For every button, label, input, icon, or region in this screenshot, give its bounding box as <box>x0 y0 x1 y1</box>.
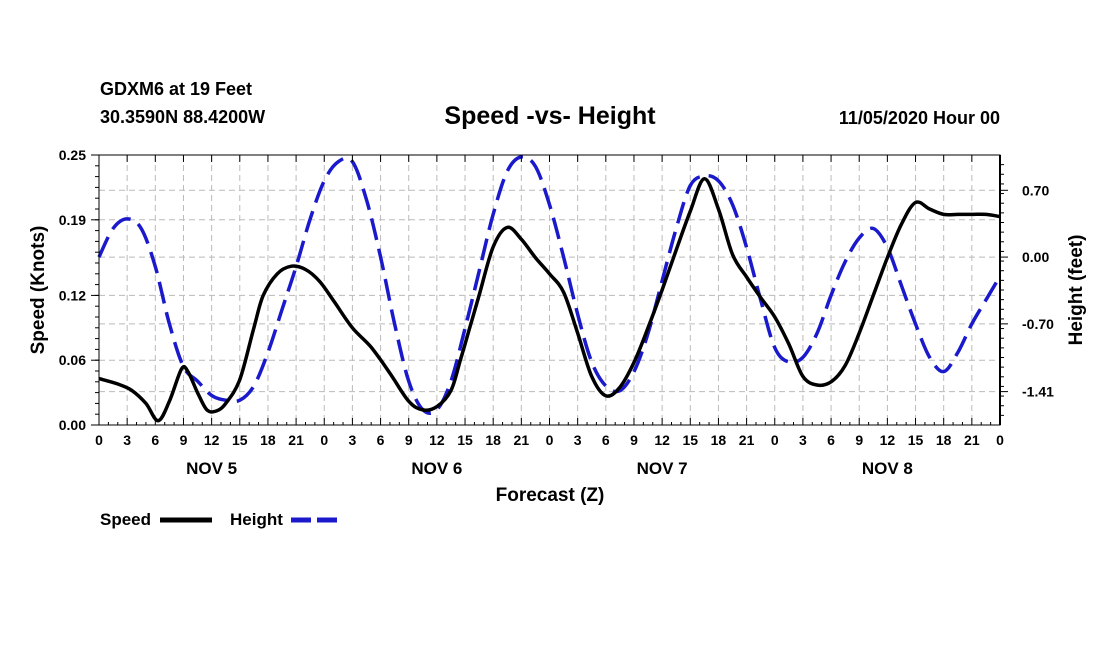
left-y-tick-label: 0.25 <box>59 147 86 163</box>
x-tick-label: 6 <box>602 432 610 448</box>
x-tick-label: 6 <box>377 432 385 448</box>
right-y-tick-label: 0.00 <box>1022 249 1049 265</box>
x-tick-label: 15 <box>682 432 698 448</box>
x-tick-label: 21 <box>739 432 755 448</box>
x-tick-label: 18 <box>711 432 727 448</box>
x-tick-label: 0 <box>996 432 1004 448</box>
left-y-tick-label: 0.12 <box>59 287 86 303</box>
grid <box>99 155 1000 425</box>
x-tick-label: 3 <box>574 432 582 448</box>
left-y-axis: 0.00 0.06 0.12 0.19 0.25 <box>59 147 99 433</box>
x-tick-label: 3 <box>349 432 357 448</box>
legend-height-label: Height <box>230 510 283 529</box>
series-layer <box>97 155 1002 423</box>
x-tick-label: 0 <box>546 432 554 448</box>
x-tick-label: 15 <box>457 432 473 448</box>
left-y-tick-label: 0.06 <box>59 352 86 368</box>
right-y-axis-label: Height (feet) <box>1066 235 1087 346</box>
chart-title: Speed -vs- Height <box>444 102 656 130</box>
legend: Speed Height <box>100 510 343 529</box>
x-tick-label: 3 <box>123 432 131 448</box>
left-y-axis-label: Speed (Knots) <box>28 226 49 355</box>
speed-series-line <box>98 177 1001 423</box>
x-tick-label: 0 <box>320 432 328 448</box>
x-axis: 0 3 6 9 12 15 18 21 0 3 6 9 12 15 18 21 0 3 6 9 12 15 18 21 0 3 6 9… <box>95 155 1004 448</box>
right-y-tick-label: 0.70 <box>1022 182 1049 198</box>
x-tick-label: 21 <box>288 432 304 448</box>
left-y-tick-label: 0.00 <box>59 417 86 433</box>
right-y-tick-label: -0.70 <box>1022 316 1054 332</box>
x-tick-label: 9 <box>855 432 863 448</box>
legend-speed-label: Speed <box>100 510 151 529</box>
x-tick-label: 0 <box>771 432 779 448</box>
x-tick-label: 18 <box>936 432 952 448</box>
height-series-line <box>97 155 1002 416</box>
x-tick-label: 0 <box>95 432 103 448</box>
x-tick-label: 12 <box>654 432 670 448</box>
x-tick-label: 9 <box>180 432 188 448</box>
station-label: GDXM6 at 19 Feet <box>100 79 252 99</box>
left-y-tick-label: 0.19 <box>59 212 86 228</box>
day-label: NOV 8 <box>862 459 913 478</box>
coordinates-label: 30.3590N 88.4200W <box>100 107 265 127</box>
x-axis-label: Forecast (Z) <box>496 485 605 506</box>
x-tick-label: 12 <box>429 432 445 448</box>
x-tick-label: 6 <box>151 432 159 448</box>
day-label: NOV 7 <box>637 459 688 478</box>
x-tick-label: 18 <box>260 432 276 448</box>
right-y-axis: -1.41 -0.70 0.00 0.70 <box>1000 164 1054 416</box>
x-tick-label: 9 <box>630 432 638 448</box>
x-tick-label: 3 <box>799 432 807 448</box>
x-tick-label: 21 <box>514 432 530 448</box>
day-label: NOV 5 <box>186 459 237 478</box>
x-tick-label: 15 <box>908 432 924 448</box>
x-tick-label: 18 <box>485 432 501 448</box>
x-tick-label: 21 <box>964 432 980 448</box>
right-y-tick-label: -1.41 <box>1022 384 1054 400</box>
x-tick-label: 6 <box>827 432 835 448</box>
x-tick-label: 15 <box>232 432 248 448</box>
datetime-label: 11/05/2020 Hour 00 <box>839 108 1000 128</box>
x-tick-label: 12 <box>880 432 896 448</box>
day-label: NOV 6 <box>411 459 462 478</box>
x-tick-label: 9 <box>405 432 413 448</box>
x-tick-label: 12 <box>204 432 220 448</box>
day-labels: NOV 5 NOV 6 NOV 7 NOV 8 <box>186 459 913 478</box>
